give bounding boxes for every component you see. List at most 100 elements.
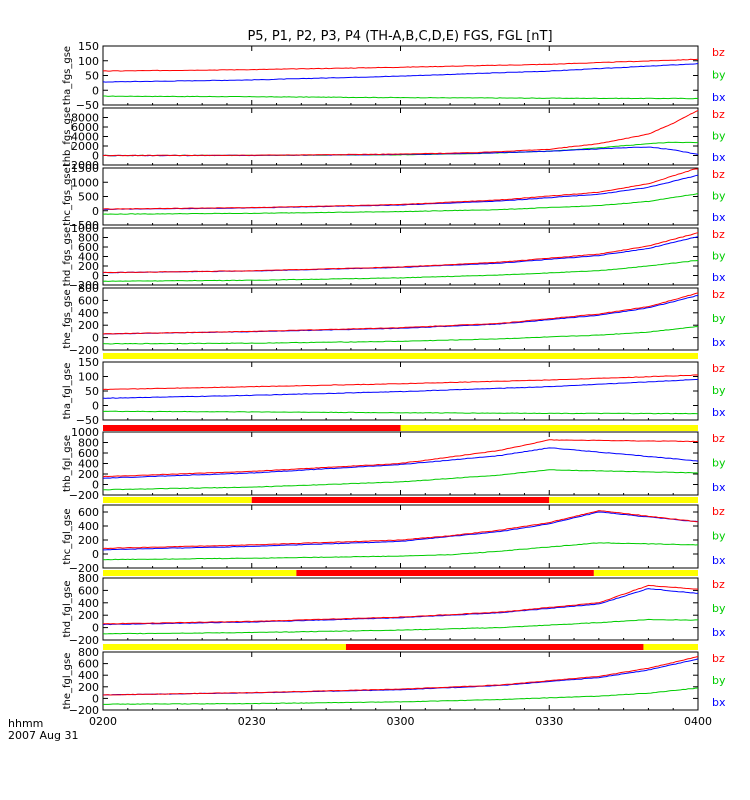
panel-5-y-tick-label-1: 600 — [78, 294, 99, 307]
panel-10-frame — [102, 651, 699, 711]
panel-1-ylabel: tha_fgs_gse — [62, 46, 73, 105]
panel-4-y-tick-label-1: 800 — [78, 232, 99, 245]
x-tick-label-0: 0200 — [89, 715, 117, 728]
panel-5-frame — [102, 287, 699, 351]
panel-2-legend-bz: bz — [712, 108, 725, 121]
panel-8-series-bz — [102, 510, 699, 550]
panel-2-frame — [102, 107, 699, 166]
panel-3-y-tick-label-0: 1500 — [71, 162, 99, 175]
panel-9-y-tick-label-2: 400 — [78, 597, 99, 610]
panel-9-y-tick-label-5: −200 — [69, 634, 99, 647]
panel-9-legend-by: by — [712, 602, 726, 615]
panel-9-y-tick-label-0: 800 — [78, 572, 99, 585]
panel-8-y-tick-label-1: 400 — [78, 520, 99, 533]
panel-7-legend-by: by — [712, 457, 726, 470]
panel-9-ylabel: thd_fgl_gse — [62, 581, 73, 638]
panel-6-series-bx — [102, 379, 698, 399]
panel-9-y-tick-label-4: 0 — [92, 622, 99, 635]
panel-10-status-segment-0 — [103, 644, 346, 650]
panel-1-legend-by: by — [712, 69, 726, 82]
panel-5-series-bx — [102, 295, 699, 335]
panel-5-y-tick-label-0: 800 — [78, 282, 99, 295]
panel-2-y-tick-label-2: 4000 — [71, 131, 99, 144]
panel-6-y-tick-label-2: 50 — [85, 385, 99, 398]
panel-10-status-segment-1 — [345, 644, 644, 650]
panel-4-series-by — [102, 260, 699, 282]
panel-4-legend-bx: bx — [712, 271, 726, 284]
panel-6-legend-by: by — [712, 384, 726, 397]
panel-3-series-bz — [102, 168, 698, 210]
panel-8-legend-bx: bx — [712, 554, 726, 567]
panel-7-y-tick-label-4: 200 — [78, 468, 99, 481]
panel-7-series-bz — [102, 439, 699, 478]
panel-8-ylabel: thc_fgl_gse — [62, 508, 73, 564]
panel-4-y-tick-label-2: 600 — [78, 241, 99, 254]
panel-9-y-tick-label-1: 600 — [78, 584, 99, 597]
panel-8-status-segment-0 — [103, 497, 252, 503]
panel-7-series-bx — [102, 447, 699, 479]
panel-4-y-tick-label-5: 0 — [92, 270, 99, 283]
x-tick-label-1: 0230 — [238, 715, 266, 728]
panel-3-frame — [102, 167, 699, 226]
panel-6-legend-bz: bz — [712, 362, 725, 375]
panel-7-series-by — [103, 469, 698, 491]
panel-8-legend-bz: bz — [712, 505, 725, 518]
panel-3-legend-bz: bz — [712, 168, 725, 181]
panel-5-y-tick-label-5: −200 — [69, 344, 99, 357]
panel-7-ylabel: thb_fgl_gse — [62, 435, 73, 492]
panel-9-status-segment-0 — [103, 570, 297, 576]
panel-10-status-segment-2 — [643, 644, 698, 650]
panel-10-legend-bx: bx — [712, 696, 726, 709]
panel-3-y-tick-label-1: 1000 — [71, 176, 99, 189]
panel-5-legend-by: by — [712, 312, 726, 325]
panel-7-y-tick-label-6: −200 — [69, 489, 99, 502]
panel-8-status-segment-1 — [251, 497, 550, 503]
panel-8-series-bx — [103, 511, 699, 551]
panel-5-series-bz — [102, 292, 699, 335]
panel-9-status-segment-2 — [593, 570, 698, 576]
panel-4-legend-by: by — [712, 250, 726, 263]
panel-5-legend-bz: bz — [712, 288, 725, 301]
panel-7-legend-bz: bz — [712, 432, 725, 445]
panel-9-series-by — [102, 618, 698, 635]
panel-10-y-tick-label-5: −200 — [69, 704, 99, 717]
panel-10-y-tick-label-4: 0 — [92, 692, 99, 705]
panel-1-legend-bz: bz — [712, 46, 725, 59]
panel-8-y-tick-label-2: 200 — [78, 534, 99, 547]
panel-5-series-by — [102, 326, 698, 345]
panel-8-y-tick-label-3: 0 — [92, 548, 99, 561]
panel-1-y-tick-label-3: 0 — [92, 84, 99, 97]
panel-2-y-tick-label-3: 2000 — [71, 140, 99, 153]
panel-3-legend-bx: bx — [712, 211, 726, 224]
panel-1-series-bx — [102, 63, 699, 83]
panel-1-legend-bx: bx — [712, 91, 726, 104]
panel-9-y-tick-label-3: 200 — [78, 609, 99, 622]
panel-10-y-tick-label-1: 600 — [78, 658, 99, 671]
panel-10-y-tick-label-0: 800 — [78, 646, 99, 659]
panel-4-series-bz — [103, 232, 699, 274]
panel-1-y-tick-label-1: 100 — [78, 55, 99, 68]
panel-3-y-tick-label-2: 500 — [78, 191, 99, 204]
panel-6-series-by — [102, 410, 699, 415]
panel-1-series-bz — [102, 58, 699, 72]
panel-9-legend-bx: bx — [712, 626, 726, 639]
panel-8-status-segment-2 — [549, 497, 698, 503]
panel-3-ylabel: thc_fgs_gse — [62, 167, 73, 226]
panel-2-series-bz — [102, 109, 699, 157]
panel-9-legend-bz: bz — [712, 578, 725, 591]
panel-4-frame — [102, 227, 699, 286]
panel-2-y-tick-label-0: 8000 — [71, 112, 99, 125]
panel-7-status-segment-0 — [103, 425, 401, 431]
panel-2-legend-bx: bx — [712, 151, 726, 164]
panel-7-y-tick-label-3: 400 — [78, 458, 99, 471]
panel-10-ylabel: the_fgl_gse — [62, 653, 73, 710]
panel-10-legend-bz: bz — [712, 652, 725, 665]
panel-7-y-tick-label-2: 600 — [78, 447, 99, 460]
x-tick-label-3: 0330 — [535, 715, 563, 728]
panel-9-series-bx — [102, 588, 699, 626]
panel-2-series-bx — [103, 146, 699, 157]
x-footer-date: 2007 Aug 31 — [8, 729, 78, 742]
panel-10-series-by — [103, 687, 698, 705]
